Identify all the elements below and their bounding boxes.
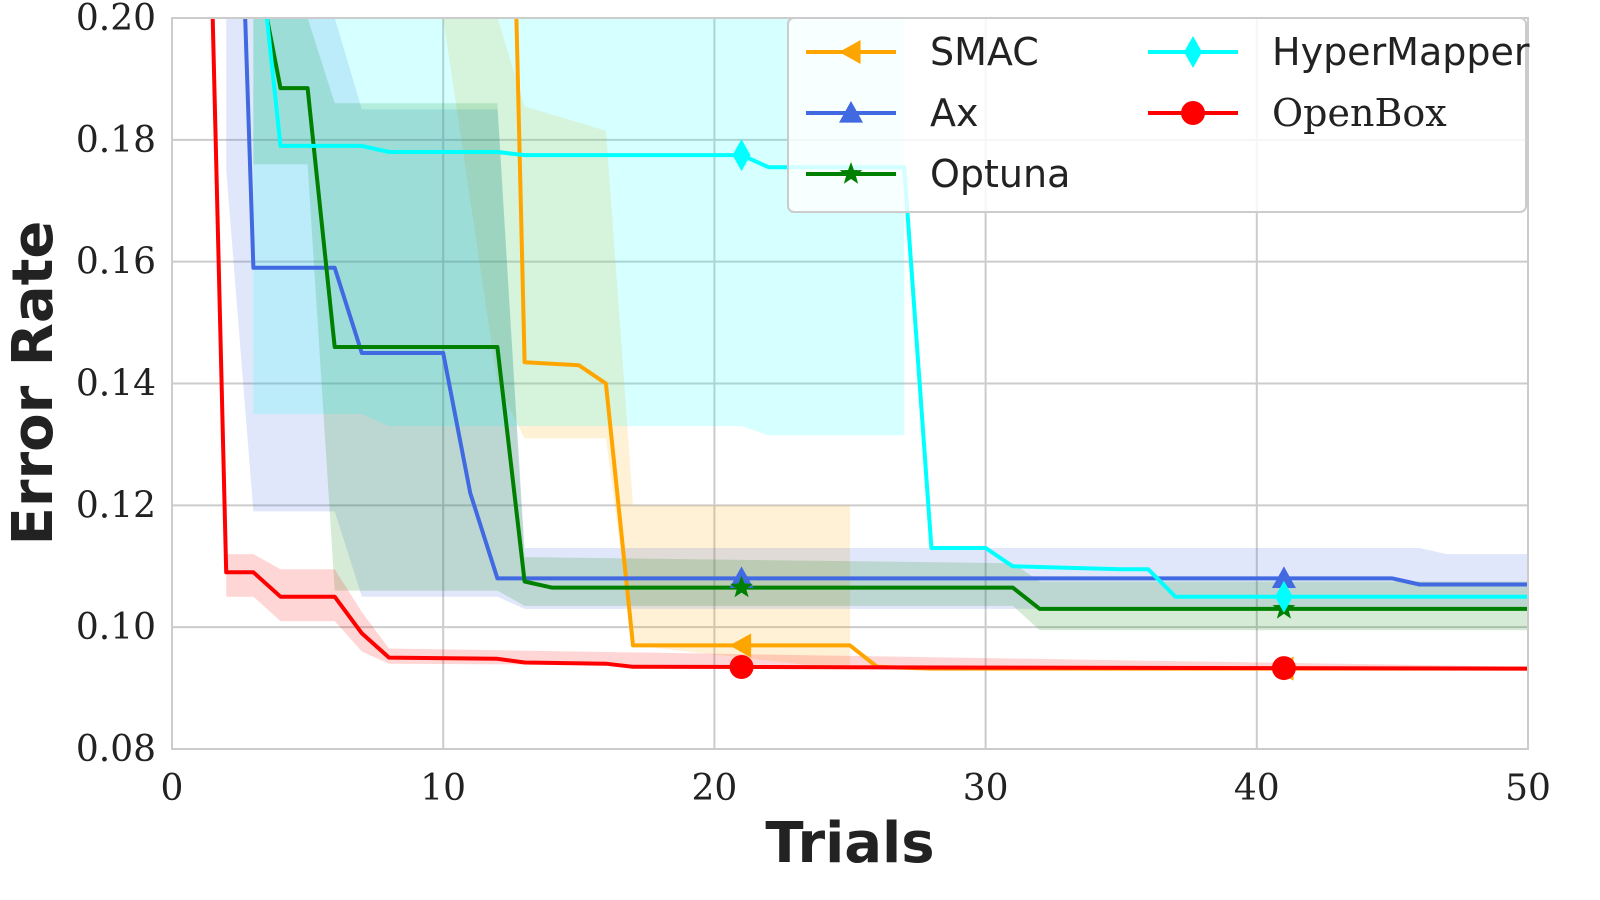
series-lines bbox=[210, 18, 1528, 671]
legend-optuna-marker bbox=[839, 162, 863, 184]
y-tick-label: 0.10 bbox=[76, 607, 156, 648]
legend-smac-label: SMAC bbox=[930, 30, 1039, 74]
legend-optuna-label: Optuna bbox=[930, 152, 1070, 196]
legend-smac-marker bbox=[839, 40, 861, 64]
y-tick-label: 0.08 bbox=[76, 729, 156, 770]
optuna-marker bbox=[730, 575, 753, 598]
tick-labels: 0 10 20 30 40 50 0.08 0.10 0.12 0.14 0.16 0.18 0.20 bbox=[76, 0, 1551, 809]
x-tick-label: 50 bbox=[1505, 768, 1551, 809]
legend: SMAC Ax Optuna HyperMapper OpenBox bbox=[787, 17, 1530, 213]
y-axis-label: Error Rate bbox=[1, 221, 66, 546]
hypermapper-marker bbox=[732, 139, 751, 172]
legend-hypermapper-marker bbox=[1184, 36, 1202, 68]
legend-ax-marker bbox=[839, 101, 863, 123]
openbox-line bbox=[210, 18, 1528, 671]
y-tick-label: 0.16 bbox=[76, 242, 156, 283]
ax-line bbox=[243, 18, 1528, 587]
x-tick-label: 40 bbox=[1234, 768, 1280, 809]
smac-marker bbox=[729, 633, 752, 658]
y-tick-label: 0.12 bbox=[76, 485, 156, 526]
hypermapper-marker bbox=[1274, 580, 1293, 613]
x-tick-label: 0 bbox=[161, 768, 184, 809]
hypermapper-band bbox=[253, 18, 905, 436]
optuna-line bbox=[264, 18, 1528, 611]
ax-band bbox=[226, 18, 1528, 609]
x-tick-label: 30 bbox=[963, 768, 1009, 809]
x-tick-label: 20 bbox=[691, 768, 737, 809]
optuna-band bbox=[253, 18, 1528, 631]
ax-marker bbox=[1271, 566, 1296, 589]
y-tick-label: 0.18 bbox=[76, 120, 156, 161]
confidence-bands bbox=[226, 18, 1528, 670]
smac-band bbox=[443, 18, 850, 670]
y-tick-label: 0.20 bbox=[76, 0, 156, 39]
x-tick-label: 10 bbox=[420, 768, 466, 809]
legend-openbox-marker bbox=[1181, 101, 1205, 125]
legend-openbox-label: OpenBox bbox=[1272, 91, 1447, 135]
series-markers bbox=[729, 139, 1296, 681]
x-axis-label: Trials bbox=[765, 811, 934, 876]
legend-ax-label: Ax bbox=[930, 91, 978, 135]
openbox-marker bbox=[1271, 656, 1296, 681]
legend-hypermapper-label: HyperMapper bbox=[1272, 30, 1530, 74]
openbox-marker bbox=[729, 654, 754, 679]
y-tick-label: 0.14 bbox=[76, 364, 156, 405]
